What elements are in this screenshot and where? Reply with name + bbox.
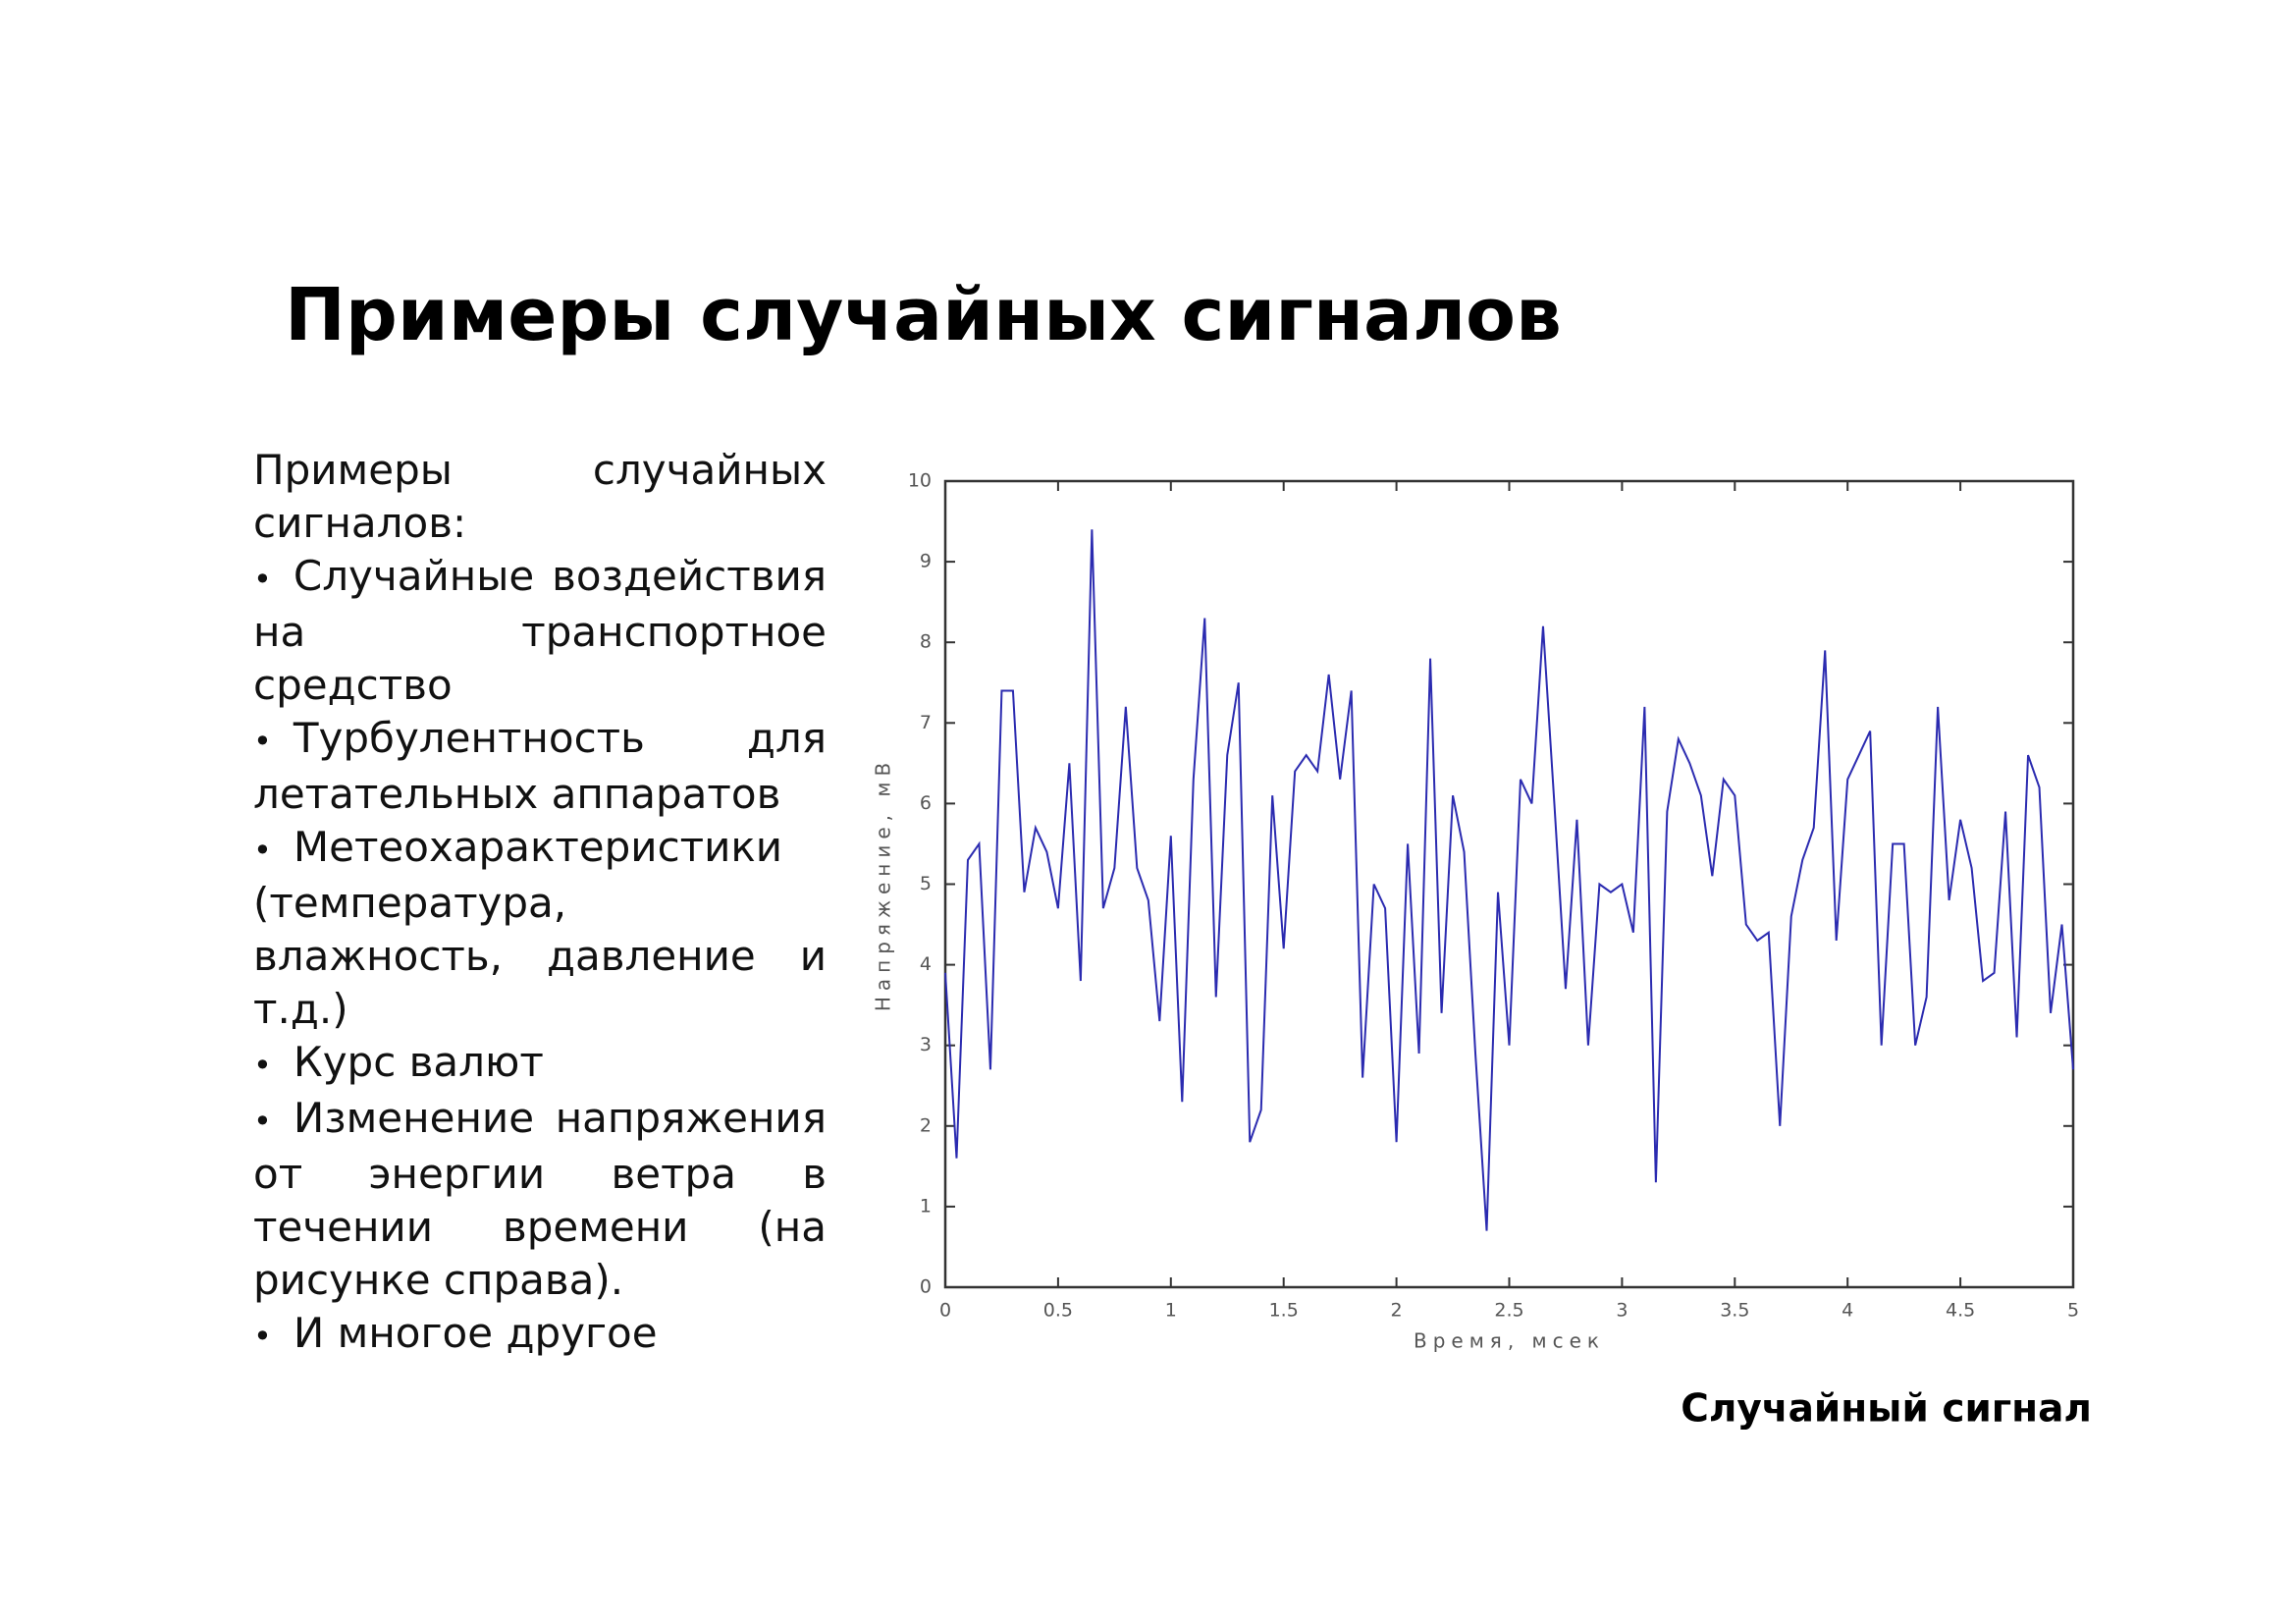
bullet-item: Случайные воздействия на транспортное ср… bbox=[253, 550, 827, 712]
x-tick-label: 2 bbox=[1391, 1300, 1403, 1322]
intro: Примеры случайных сигналов: bbox=[253, 446, 827, 547]
x-tick-label: 3.5 bbox=[1720, 1300, 1749, 1322]
x-axis-label: Время, мсек bbox=[1414, 1329, 1605, 1353]
x-tick-label: 0 bbox=[939, 1300, 951, 1322]
y-tick-label: 1 bbox=[920, 1195, 932, 1217]
x-tick-label: 3 bbox=[1616, 1300, 1628, 1322]
x-tick-label: 0.5 bbox=[1043, 1300, 1073, 1322]
bullet-item: Курс валют bbox=[253, 1036, 827, 1092]
y-tick-label: 4 bbox=[920, 953, 932, 975]
y-tick-label: 2 bbox=[920, 1114, 932, 1136]
bullet-list: Случайные воздействия на транспортное ср… bbox=[253, 550, 827, 1363]
x-tick-label: 5 bbox=[2067, 1300, 2079, 1322]
y-tick-label: 8 bbox=[920, 631, 932, 653]
slide-text: Примеры случайных сигналов: Случайные во… bbox=[253, 444, 827, 1363]
y-tick-label: 0 bbox=[920, 1276, 932, 1298]
x-tick-label: 2.5 bbox=[1494, 1300, 1523, 1322]
y-tick-label: 7 bbox=[920, 712, 932, 733]
chart-caption: Случайный сигнал bbox=[1681, 1387, 2092, 1432]
x-tick-label: 1 bbox=[1165, 1300, 1177, 1322]
x-tick-label: 1.5 bbox=[1269, 1300, 1299, 1322]
y-tick-label: 10 bbox=[908, 470, 932, 492]
signal-line bbox=[944, 529, 2074, 1231]
y-tick-label: 5 bbox=[920, 873, 932, 894]
bullet-item: Турбулентность для летательных аппаратов bbox=[253, 712, 827, 821]
x-tick-label: 4 bbox=[1842, 1300, 1853, 1322]
x-tick-label: 4.5 bbox=[1946, 1300, 1975, 1322]
y-axis-label: Напряжение, мВ bbox=[872, 757, 895, 1011]
y-tick-label: 6 bbox=[920, 792, 932, 814]
bullet-item: Изменение напряжения от энергии ветра в … bbox=[253, 1092, 827, 1307]
bullet-item: И многое другое bbox=[253, 1307, 827, 1363]
bullet-item: Метеохарактеристики (температура, влажно… bbox=[253, 821, 827, 1036]
y-tick-label: 3 bbox=[920, 1034, 932, 1055]
slide-title: Примеры случайных сигналов bbox=[285, 273, 1562, 357]
y-tick-label: 9 bbox=[920, 551, 932, 572]
plot-frame bbox=[943, 479, 2075, 1289]
